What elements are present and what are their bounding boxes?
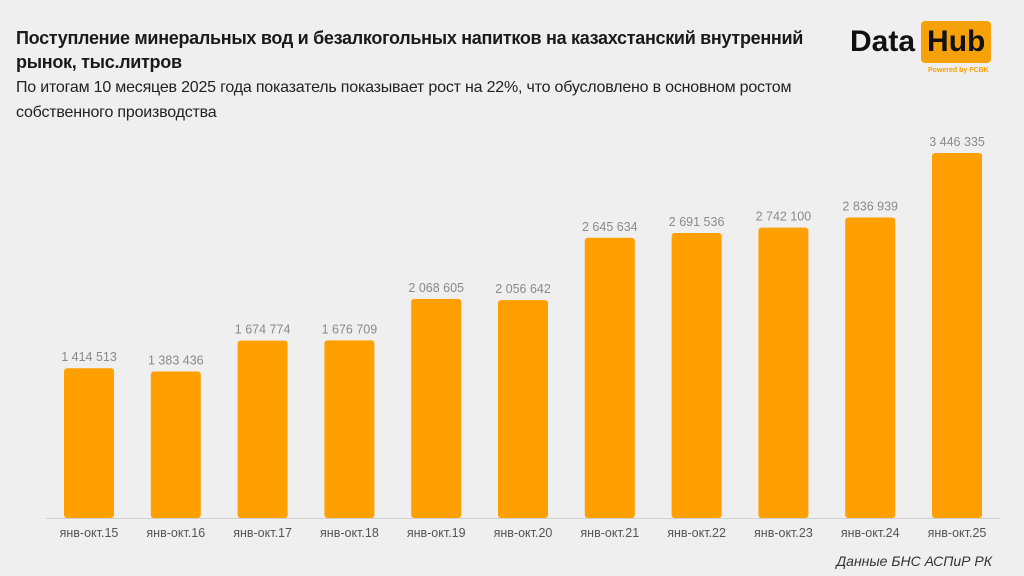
data-label: 2 645 634: [582, 220, 638, 234]
x-tick-label: янв-окт.24: [841, 526, 900, 540]
x-tick-label: янв-окт.16: [146, 526, 205, 540]
x-tick-label: янв-окт.17: [233, 526, 292, 540]
x-tick-label: янв-окт.25: [928, 526, 987, 540]
data-label: 1 414 513: [61, 350, 117, 364]
bar: [758, 227, 809, 518]
data-label: 2 742 100: [756, 210, 812, 224]
bar: [498, 300, 548, 518]
data-source: Данные БНС АСПиР РК: [836, 553, 992, 569]
data-label: 1 674 774: [235, 323, 291, 337]
data-label: 2 068 605: [408, 281, 464, 295]
x-tick-label: янв-окт.23: [754, 526, 813, 540]
x-tick-label: янв-окт.19: [407, 526, 466, 540]
chart-title: Поступление минеральных вод и безалкогол…: [16, 28, 804, 72]
bar: [671, 232, 722, 518]
datahub-logo: Data Hub: [850, 20, 992, 64]
x-tick-label: янв-окт.15: [60, 526, 119, 540]
data-label: 2 056 642: [495, 282, 551, 296]
bar: [150, 371, 201, 518]
data-label: 1 676 709: [322, 322, 378, 336]
data-label: 3 446 335: [929, 135, 985, 149]
x-tick-label: янв-окт.20: [494, 526, 553, 540]
logo-text-hub: Hub: [921, 21, 992, 63]
chart-subtitle: По итогам 10 месяцев 2025 года показател…: [16, 79, 792, 121]
bar: [584, 237, 635, 518]
bar: [324, 340, 375, 518]
bar: [237, 340, 288, 518]
x-tick-label: янв-окт.21: [580, 526, 639, 540]
data-label: 2 691 536: [669, 215, 725, 229]
logo-powered-by: Powered by FCBK: [928, 67, 989, 74]
bar: [64, 368, 114, 518]
data-label: 1 383 436: [148, 353, 204, 367]
bar: [411, 298, 462, 518]
logo-text-data: Data: [850, 25, 916, 58]
data-label: 2 836 939: [842, 200, 898, 214]
x-tick-label: янв-окт.18: [320, 526, 379, 540]
bar: [932, 153, 982, 518]
x-tick-label: янв-окт.22: [667, 526, 726, 540]
bar: [845, 217, 896, 518]
